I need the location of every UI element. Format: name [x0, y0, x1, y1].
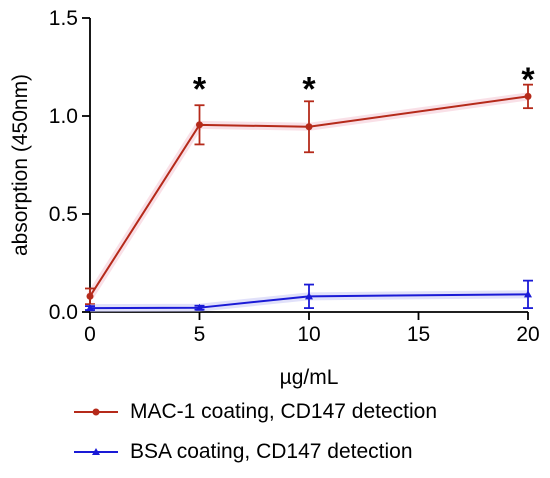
x-axis-label: µg/mL	[280, 366, 339, 389]
x-tick-label: 20	[516, 323, 539, 346]
x-tick-label: 15	[407, 323, 430, 346]
chart: 0 5 10 15 20 0.0 0.5 1.0 1.5 * * * µg/mL absorptio…	[9, 7, 540, 389]
legend-swatch-mac1	[74, 408, 118, 416]
y-tick-label: 1.5	[49, 7, 78, 30]
legend-label-mac1: MAC-1 coating, CD147 detection	[130, 400, 437, 423]
data-point	[196, 121, 203, 129]
axes: 0 5 10 15 20 0.0 0.5 1.0 1.5	[49, 7, 540, 346]
y-axis-label: absorption (450nm)	[9, 74, 32, 256]
x-tick-label: 0	[84, 323, 96, 346]
y-tick-label: 1.0	[49, 105, 78, 128]
legend-swatch-bsa	[74, 448, 118, 455]
series-line	[89, 293, 529, 310]
data-point	[86, 292, 94, 300]
annotations: * * *	[193, 61, 536, 109]
significance-asterisk: *	[302, 71, 316, 109]
data-point	[305, 292, 313, 300]
legend: MAC-1 coating, CD147 detection BSA coati…	[72, 398, 437, 478]
x-tick-label: 5	[194, 323, 206, 346]
significance-asterisk: *	[193, 71, 207, 109]
series-mac1	[85, 83, 533, 306]
legend-item-bsa: BSA coating, CD147 detection	[72, 438, 437, 466]
y-tick-label: 0.5	[49, 203, 78, 226]
series-layer	[85, 83, 533, 313]
legend-label-bsa: BSA coating, CD147 detection	[130, 440, 413, 463]
data-point	[524, 290, 532, 298]
series-bsa	[85, 279, 533, 313]
legend-item-mac1: MAC-1 coating, CD147 detection	[72, 398, 437, 426]
x-tick-label: 10	[297, 323, 320, 346]
significance-asterisk: *	[521, 61, 535, 99]
data-point	[524, 92, 532, 100]
y-tick-label: 0.0	[49, 301, 78, 324]
data-point	[86, 304, 94, 312]
data-point	[305, 123, 313, 131]
series-line	[89, 95, 529, 297]
data-point	[195, 303, 204, 311]
